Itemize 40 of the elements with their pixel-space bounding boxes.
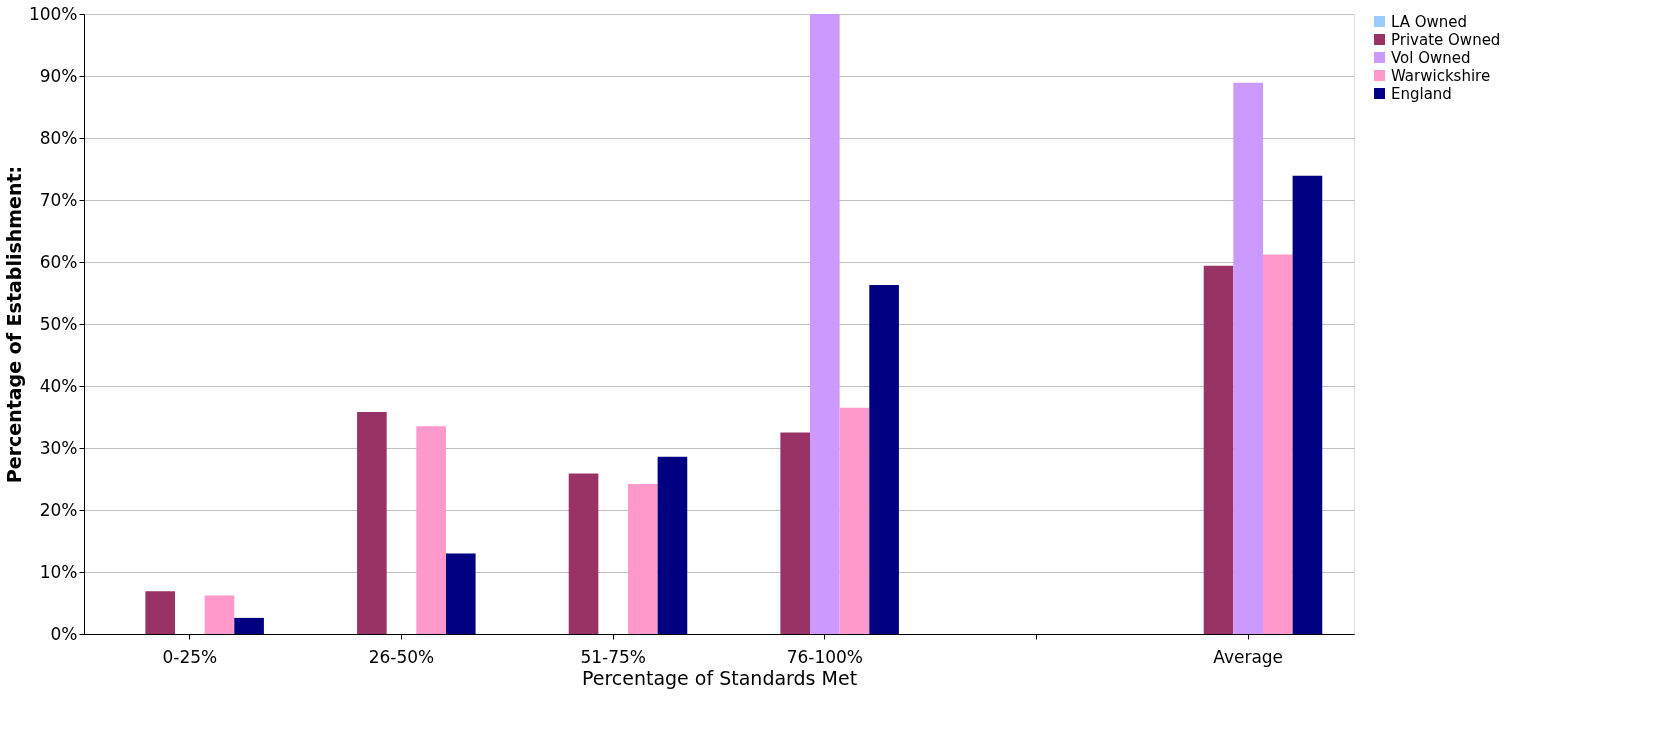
bar <box>810 14 840 634</box>
bar <box>204 595 235 634</box>
y-axis-title: Percentage of Establishment: <box>2 165 25 484</box>
x-tick-label: 51-75% <box>580 646 646 667</box>
y-tick-label: 100% <box>28 3 78 24</box>
bar <box>1233 82 1263 634</box>
bar <box>627 483 658 634</box>
bar <box>568 473 599 634</box>
x-tick-label: 26-50% <box>368 646 435 667</box>
y-tick-label: 50% <box>39 313 78 334</box>
y-tick-label: 10% <box>39 561 78 582</box>
y-tick-label: 70% <box>39 189 78 210</box>
legend-label: Warwickshire <box>1391 66 1491 85</box>
bar <box>780 432 811 634</box>
bar <box>416 426 446 634</box>
y-tick-label: 90% <box>39 65 78 86</box>
y-tick-label: 30% <box>39 437 78 458</box>
bar <box>1292 175 1323 634</box>
y-tick-label: 0% <box>50 623 78 644</box>
bar <box>1203 265 1234 634</box>
bar <box>1262 254 1293 634</box>
bar <box>657 456 688 634</box>
bar <box>234 617 264 634</box>
x-tick-label: 0-25% <box>162 646 218 667</box>
y-tick-label: 60% <box>39 251 78 272</box>
bar <box>145 591 176 634</box>
legend-label: Vol Owned <box>1391 48 1471 67</box>
bar <box>869 284 899 634</box>
y-tick-label: 20% <box>39 499 78 520</box>
y-tick-label: 80% <box>39 127 78 148</box>
legend-label: LA Owned <box>1391 12 1468 31</box>
x-tick-label: 76-100% <box>786 646 864 667</box>
bar <box>839 407 870 634</box>
bar <box>357 412 387 634</box>
bar <box>445 553 476 634</box>
legend-label: Private Owned <box>1391 30 1501 49</box>
x-tick-label: Average <box>1213 646 1284 667</box>
legend-label: England <box>1391 84 1452 103</box>
y-tick-label: 40% <box>39 375 78 396</box>
x-axis-title: Percentage of Standards Met <box>581 666 858 689</box>
